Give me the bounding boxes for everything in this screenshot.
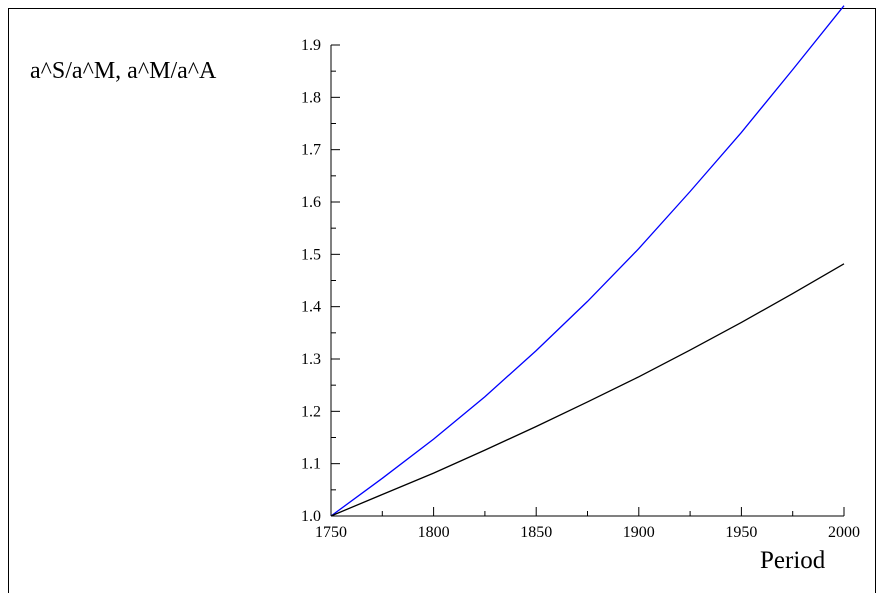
series-lines <box>330 5 845 517</box>
y-tick-label: 1.8 <box>301 89 321 106</box>
x-tick-label: 2000 <box>828 524 860 541</box>
y-tick-label: 1.5 <box>301 246 321 263</box>
y-tick-label: 1.9 <box>301 37 321 54</box>
x-axis-ticks: 1750 1800 1850 1900 1950 2000 <box>315 507 860 541</box>
y-tick-label: 1.4 <box>301 299 321 316</box>
x-axis-label: Period <box>760 547 826 574</box>
y-tick-label: 1.1 <box>301 456 321 473</box>
chart-frame <box>8 8 876 593</box>
axes <box>330 45 844 517</box>
x-tick-label: 1950 <box>725 524 757 541</box>
y-tick-label: 1.3 <box>301 351 321 368</box>
y-tick-label: 1.2 <box>301 403 321 420</box>
y-tick-label: 1.0 <box>301 508 321 525</box>
y-tick-label: 1.7 <box>301 142 321 159</box>
x-tick-label: 1750 <box>315 524 347 541</box>
x-tick-label: 1850 <box>520 524 552 541</box>
series-line-2 <box>330 263 845 517</box>
series-line-1 <box>330 5 845 517</box>
x-tick-label: 1800 <box>418 524 450 541</box>
x-tick-label: 1900 <box>623 524 655 541</box>
y-tick-label: 1.6 <box>301 194 321 211</box>
y-axis-label: a^S/a^M, a^M/a^A <box>30 58 217 84</box>
y-axis-ticks: 1.0 1.1 1.2 1.3 1.4 1.5 1.6 1.7 1.8 1.9 <box>301 37 340 525</box>
